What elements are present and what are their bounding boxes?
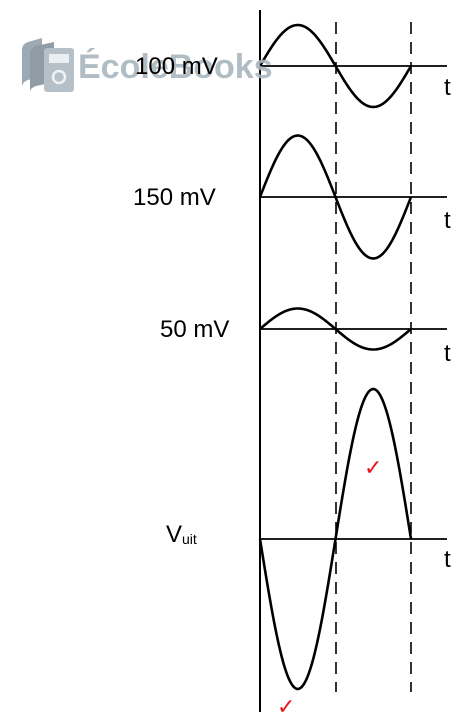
sine-wave-150mv <box>258 134 413 260</box>
sine-wave-100mv <box>258 23 413 109</box>
time-label-50: t <box>444 340 451 367</box>
amplitude-label-100mv: 100 mV <box>135 53 218 80</box>
book-stack-icon <box>22 38 74 92</box>
time-label-150: t <box>444 207 451 234</box>
check-mark-positive-peak: ✓ <box>364 456 383 481</box>
time-label-output: t <box>444 546 451 573</box>
watermark-text: ÉcoleBooks <box>78 48 273 86</box>
check-mark-negative-peak: ✓ <box>277 695 296 720</box>
time-label-100: t <box>444 74 451 101</box>
amplitude-label-50mv: 50 mV <box>160 316 230 343</box>
sine-wave-output <box>258 387 413 691</box>
output-voltage-subscript: uit <box>182 531 197 547</box>
sine-wave-50mv <box>259 307 412 351</box>
ecolebooks-watermark: ÉcoleBooks <box>22 38 273 92</box>
amplitude-label-150mv: 150 mV <box>133 184 216 211</box>
output-voltage-label: Vuit <box>166 523 197 547</box>
output-voltage-symbol: V <box>166 521 183 548</box>
